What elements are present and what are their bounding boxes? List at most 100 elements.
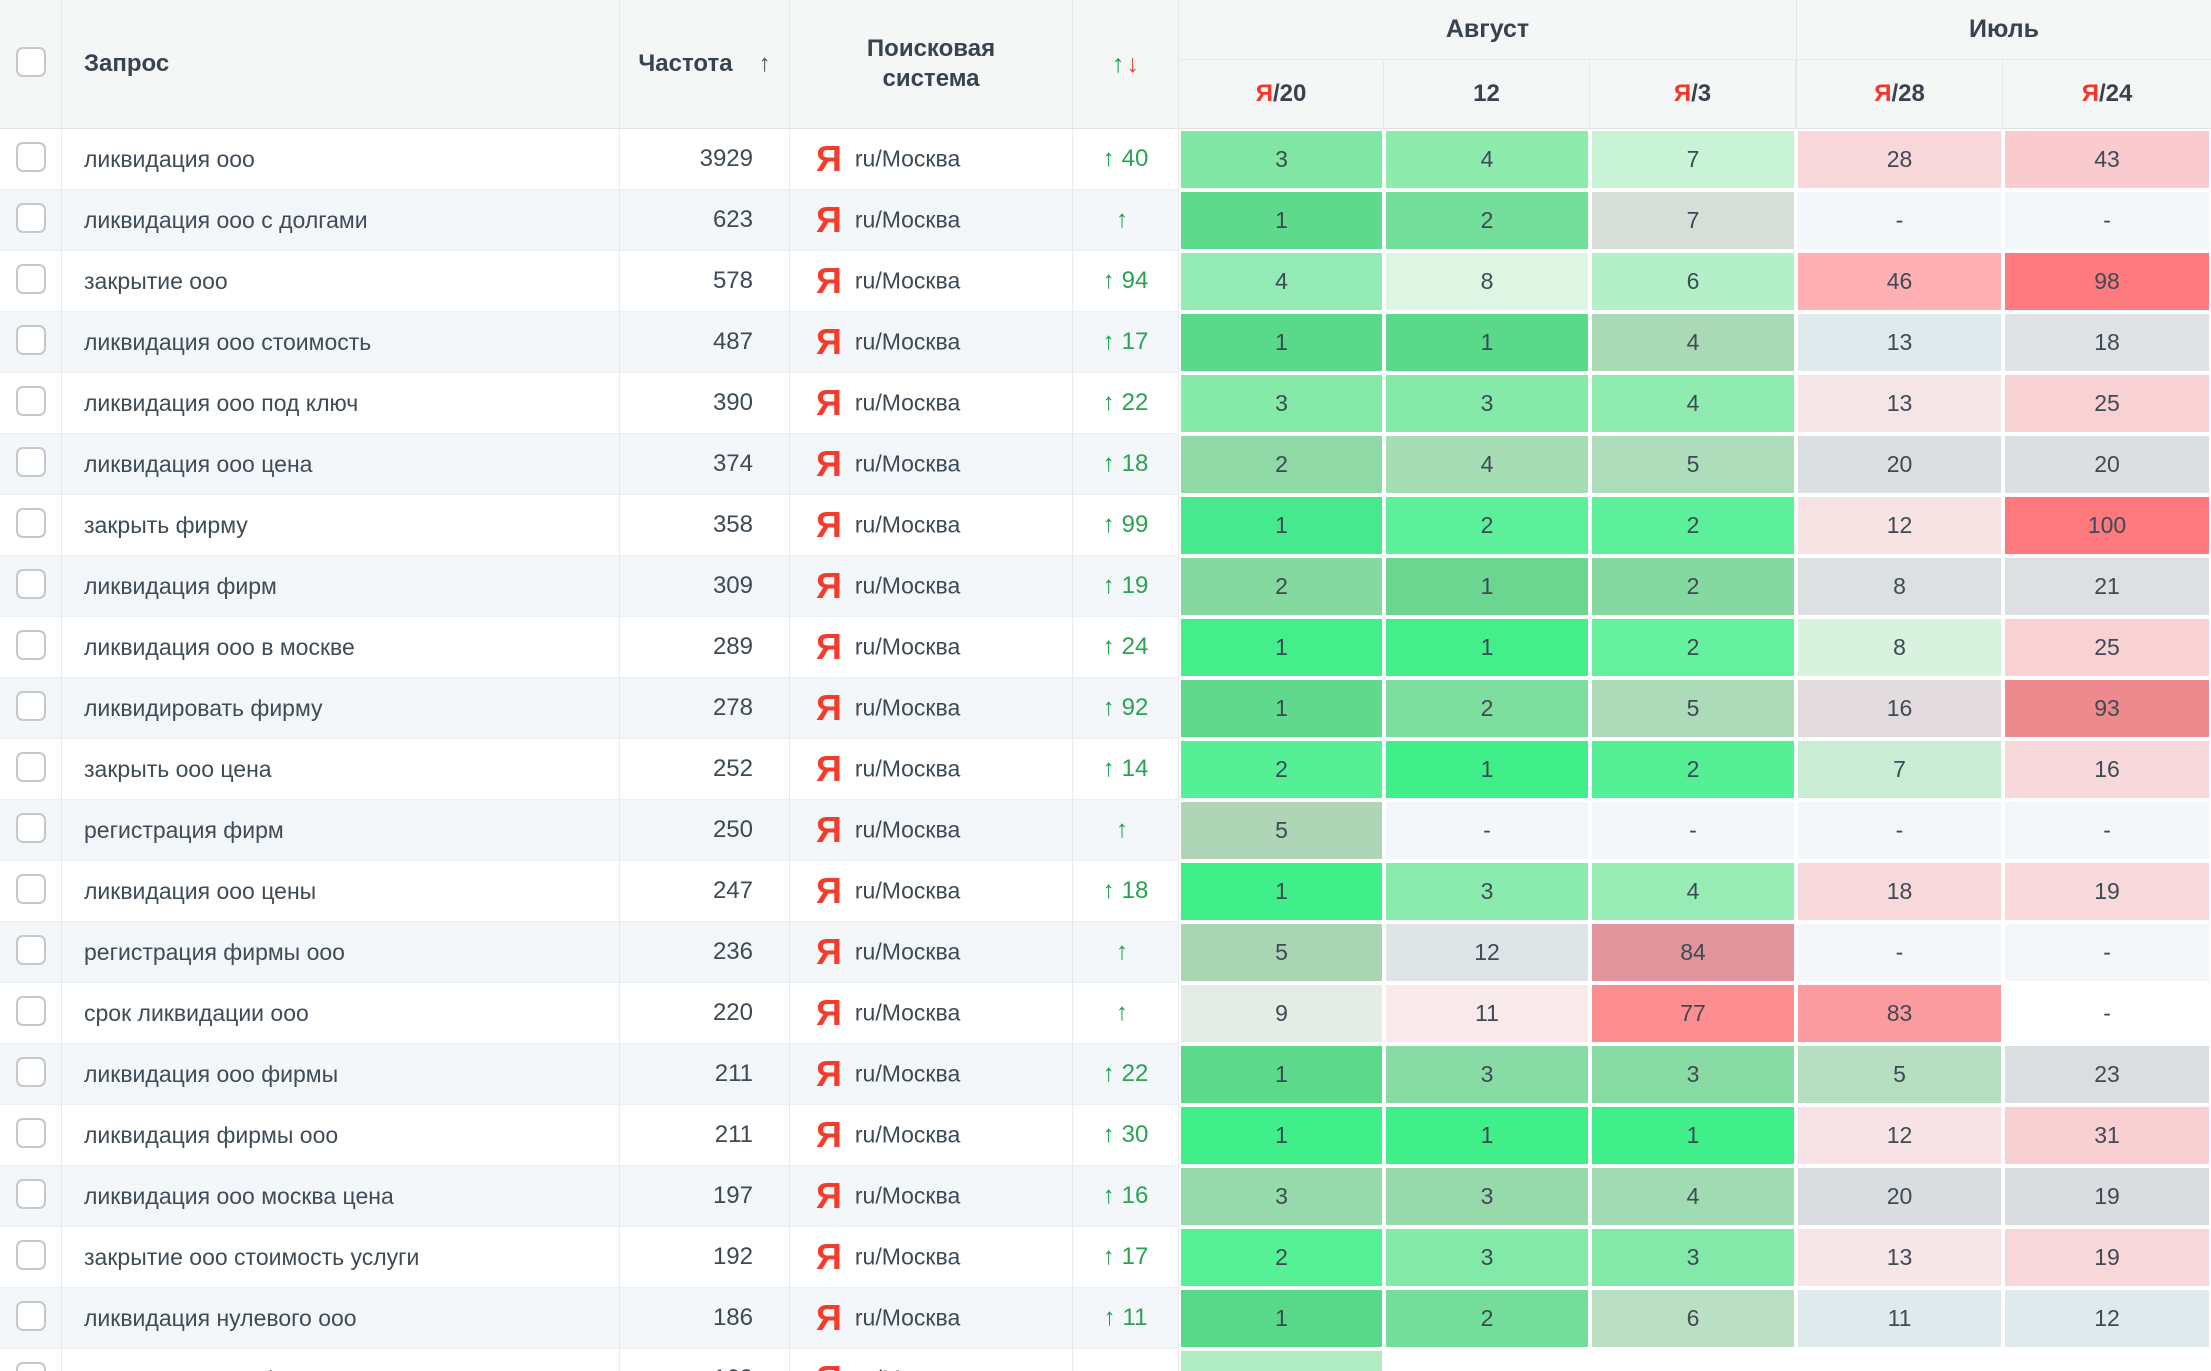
position-cell: 13 xyxy=(1796,373,2004,434)
position-cell: 1 xyxy=(1384,556,1590,617)
date-column-header[interactable]: 12 xyxy=(1384,60,1590,129)
yandex-icon: Я xyxy=(816,1175,842,1216)
row-checkbox[interactable] xyxy=(15,141,46,172)
up-arrow-icon: ↑ xyxy=(1102,450,1115,477)
column-header-engine: Поисковая система xyxy=(790,0,1073,129)
position-cell: 5 xyxy=(1179,1349,1384,1371)
position-cell: 2 xyxy=(1590,617,1797,678)
up-arrow-icon: ↑ xyxy=(1116,938,1128,965)
row-checkbox[interactable] xyxy=(15,873,46,904)
row-checkbox[interactable] xyxy=(15,751,46,782)
position-cell: 4 xyxy=(1590,1166,1797,1227)
yandex-icon: Я xyxy=(1673,80,1692,107)
row-checkbox[interactable] xyxy=(15,1056,46,1087)
checkbox-cell xyxy=(0,434,62,495)
engine-label: ru/Москва xyxy=(854,816,961,843)
position-cell: 1 xyxy=(1179,1288,1384,1349)
row-checkbox[interactable] xyxy=(15,446,46,477)
row-checkbox[interactable] xyxy=(15,202,46,233)
column-header-query[interactable]: Запрос xyxy=(62,0,620,129)
checkbox-cell xyxy=(0,983,62,1044)
checkbox-cell xyxy=(0,251,62,312)
date-column-header[interactable]: Я/3 xyxy=(1590,60,1797,129)
select-all-checkbox[interactable] xyxy=(15,46,46,77)
row-checkbox[interactable] xyxy=(15,1239,46,1270)
yandex-icon: Я xyxy=(816,687,842,728)
engine-label: ru/Москва xyxy=(854,145,961,172)
query-text: закрыть фирму xyxy=(84,511,248,538)
engine-label: ru/Москва xyxy=(854,938,961,965)
row-checkbox[interactable] xyxy=(15,1178,46,1209)
date-label: 12 xyxy=(1473,80,1500,107)
up-arrow-icon: ↑ xyxy=(1102,328,1115,355)
engine-label: ru/Москва xyxy=(854,633,961,660)
position-cell: 7 xyxy=(1590,190,1797,251)
row-checkbox[interactable] xyxy=(15,1300,46,1331)
date-column-header[interactable]: Я/24 xyxy=(2003,60,2211,129)
query-text: ликвидация фирмы ооо xyxy=(84,1121,339,1148)
change-value: 22 xyxy=(1121,1060,1149,1087)
row-checkbox[interactable] xyxy=(15,1361,46,1371)
frequency-value: 211 xyxy=(714,1121,753,1148)
column-header-frequency[interactable]: Частота ↑ xyxy=(620,0,790,129)
up-arrow-icon: ↑ xyxy=(1103,1304,1116,1331)
position-cell: 84 xyxy=(1590,922,1797,983)
query-text: ликвидация ооо с долгами xyxy=(84,206,368,233)
date-column-header[interactable]: Я/20 xyxy=(1179,60,1384,129)
engine-label: ru/Москва xyxy=(855,1366,960,1371)
frequency-value: 487 xyxy=(712,328,753,355)
engine-label: ru/Москва xyxy=(854,511,961,538)
month-label: Август xyxy=(1445,15,1530,43)
position-cell: 9 xyxy=(1179,983,1384,1044)
query-text: закрытие ооо стоимость услуги xyxy=(84,1243,420,1270)
engine-label: ru/Москва xyxy=(854,1304,961,1331)
query-text: регистрация фирмы ооо xyxy=(84,938,345,965)
position-cell: 8 xyxy=(1796,556,2004,617)
date-label: /24 xyxy=(2098,80,2133,107)
checkbox-cell xyxy=(0,922,62,983)
position-cell: 5 xyxy=(1796,1044,2004,1105)
position-cell: - xyxy=(1384,800,1590,861)
position-cell: - xyxy=(2003,800,2211,861)
change-value: 14 xyxy=(1121,755,1149,782)
position-cell: 3 xyxy=(1590,1227,1797,1288)
position-cell: 1 xyxy=(1384,1105,1590,1166)
position-cell: - xyxy=(2003,190,2211,251)
frequency-value: 186 xyxy=(712,1304,753,1331)
engine-label: ru/Москва xyxy=(854,206,961,233)
position-cell: 4 xyxy=(1384,129,1590,190)
date-column-header[interactable]: Я/28 xyxy=(1796,60,2004,129)
row-checkbox[interactable] xyxy=(15,995,46,1026)
column-header-change[interactable]: ↑↓ xyxy=(1073,0,1179,129)
checkbox-cell xyxy=(0,800,62,861)
row-checkbox[interactable] xyxy=(15,568,46,599)
row-checkbox[interactable] xyxy=(15,263,46,294)
checkbox-cell xyxy=(0,739,62,800)
row-checkbox[interactable] xyxy=(15,812,46,843)
position-cell: 5 xyxy=(1179,922,1384,983)
row-checkbox[interactable] xyxy=(15,507,46,538)
yandex-icon: Я xyxy=(816,1361,842,1371)
frequency-value: 250 xyxy=(712,816,753,843)
engine-label: ru/Москва xyxy=(854,999,961,1026)
checkbox-cell xyxy=(0,190,62,251)
position-cell: 83 xyxy=(1796,983,2004,1044)
position-cell: 2 xyxy=(1179,434,1384,495)
row-checkbox[interactable] xyxy=(15,934,46,965)
row-checkbox[interactable] xyxy=(15,629,46,660)
row-checkbox[interactable] xyxy=(15,690,46,721)
month-group-july: Июль xyxy=(1796,0,2211,60)
position-cell: 4 xyxy=(1179,251,1384,312)
row-checkbox[interactable] xyxy=(15,1117,46,1148)
position-cell xyxy=(2003,1349,2211,1371)
row-checkbox[interactable] xyxy=(15,324,46,355)
engine-label: ru/Москва xyxy=(854,267,961,294)
engine-label: ru/Москва xyxy=(854,877,961,904)
row-checkbox[interactable] xyxy=(15,385,46,416)
